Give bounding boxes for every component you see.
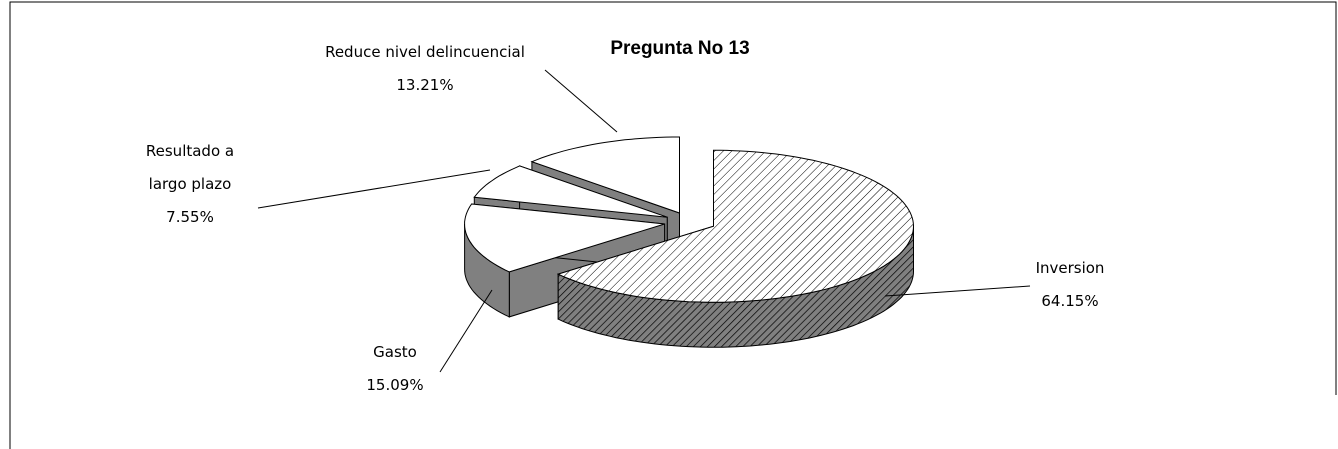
data-label: Resultado a largo plazo 7.55%	[120, 135, 260, 234]
frame	[9, 1, 1337, 449]
leader-line	[544, 69, 618, 133]
value-label: 64.15%	[1041, 292, 1099, 310]
value-label: 13.21%	[396, 76, 454, 94]
leader-line	[257, 169, 491, 209]
pie-slice	[464, 203, 665, 273]
data-label: Reduce nivel delincuencial 13.21%	[290, 36, 560, 102]
value-label: 7.55%	[166, 208, 214, 226]
leader-line	[439, 289, 493, 373]
chart-title: Pregunta No 13	[610, 38, 750, 59]
pie-slice	[556, 149, 915, 303]
pie-slice	[530, 136, 680, 214]
category-label: Resultado a largo plazo	[145, 142, 235, 193]
data-label: Inversion 64.15%	[1010, 252, 1130, 318]
data-label: Gasto 15.09%	[335, 336, 455, 402]
category-label: Inversion	[1035, 259, 1105, 277]
value-label: 15.09%	[366, 376, 424, 394]
category-label: Reduce nivel delincuencial	[325, 43, 525, 61]
category-label: Gasto	[373, 343, 417, 361]
pie-slice	[473, 165, 668, 218]
leader-line	[884, 285, 1031, 297]
